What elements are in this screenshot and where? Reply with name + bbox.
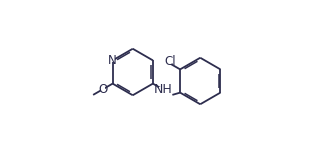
Text: Cl: Cl: [164, 56, 176, 68]
Bar: [101, 87, 105, 91]
Bar: [110, 58, 115, 62]
Text: N: N: [108, 54, 117, 67]
Bar: [159, 87, 166, 91]
Text: NH: NH: [153, 83, 172, 96]
Text: O: O: [98, 83, 108, 96]
Bar: [167, 60, 173, 64]
